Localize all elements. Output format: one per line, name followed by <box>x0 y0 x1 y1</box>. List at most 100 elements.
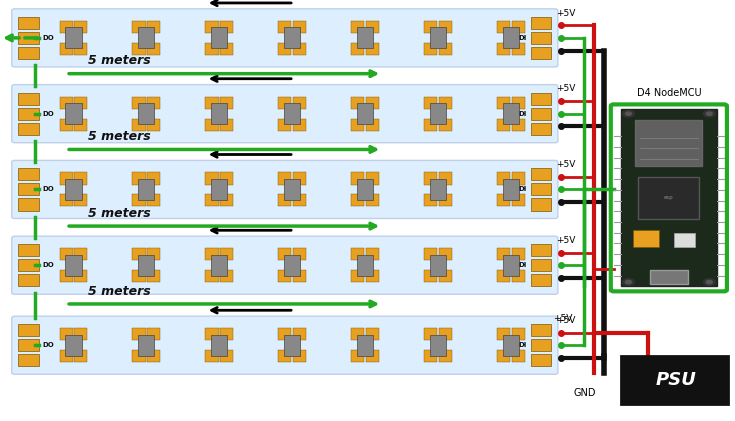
Bar <box>357 103 373 124</box>
Bar <box>673 233 695 248</box>
Bar <box>220 195 233 206</box>
Bar <box>147 270 160 282</box>
Bar <box>147 43 160 55</box>
Bar <box>439 97 452 109</box>
Bar <box>497 328 510 340</box>
Bar <box>512 43 525 55</box>
Bar <box>18 184 39 195</box>
Bar <box>439 43 452 55</box>
Bar <box>205 21 218 33</box>
Bar <box>18 198 39 210</box>
Bar <box>366 328 379 340</box>
Bar <box>74 270 87 282</box>
FancyBboxPatch shape <box>12 236 558 294</box>
Bar <box>205 43 218 55</box>
Bar <box>284 103 301 124</box>
Bar <box>132 350 146 362</box>
Bar <box>205 270 218 282</box>
Text: esp: esp <box>664 195 674 200</box>
Bar <box>638 177 700 219</box>
Bar <box>531 259 551 271</box>
Bar <box>65 103 82 124</box>
FancyBboxPatch shape <box>12 9 558 67</box>
Bar <box>439 195 452 206</box>
Bar <box>211 255 227 276</box>
Bar <box>293 21 306 33</box>
Bar <box>18 354 39 366</box>
Text: +5V: +5V <box>556 9 576 18</box>
Bar <box>430 179 446 200</box>
Bar <box>65 27 82 48</box>
Bar <box>497 21 510 33</box>
Bar <box>60 173 73 184</box>
Bar <box>18 168 39 181</box>
Bar <box>138 103 154 124</box>
Bar <box>439 119 452 131</box>
FancyBboxPatch shape <box>12 160 558 218</box>
Text: DO: DO <box>43 187 54 192</box>
Circle shape <box>703 110 715 117</box>
Text: DO: DO <box>43 111 54 117</box>
Bar <box>366 350 379 362</box>
Bar <box>279 97 292 109</box>
Bar <box>147 119 160 131</box>
Bar <box>293 328 306 340</box>
Bar <box>633 230 659 248</box>
Bar <box>497 173 510 184</box>
FancyBboxPatch shape <box>12 316 558 374</box>
Bar <box>531 184 551 195</box>
Bar <box>439 270 452 282</box>
Bar <box>205 248 218 260</box>
Bar <box>503 335 519 356</box>
Bar <box>138 255 154 276</box>
Bar <box>503 103 519 124</box>
Bar <box>293 119 306 131</box>
Text: DO: DO <box>43 35 54 41</box>
Bar <box>60 119 73 131</box>
Bar <box>351 270 365 282</box>
Text: DI: DI <box>519 111 527 117</box>
Bar <box>503 255 519 276</box>
Bar <box>357 255 373 276</box>
Bar <box>351 350 365 362</box>
Bar <box>424 328 437 340</box>
Bar <box>220 21 233 33</box>
Bar <box>512 97 525 109</box>
Text: +5V: +5V <box>556 316 576 325</box>
Bar <box>366 195 379 206</box>
Bar <box>18 32 39 44</box>
Bar <box>18 108 39 120</box>
Bar <box>351 328 365 340</box>
Bar <box>351 43 365 55</box>
Bar <box>279 119 292 131</box>
Bar <box>60 43 73 55</box>
Bar <box>132 328 146 340</box>
Bar <box>138 27 154 48</box>
Circle shape <box>706 112 712 115</box>
Bar <box>138 335 154 356</box>
Text: +5V: +5V <box>556 236 576 245</box>
Bar <box>65 335 82 356</box>
Bar <box>497 350 510 362</box>
Bar <box>284 27 301 48</box>
Bar <box>531 17 551 29</box>
Bar <box>132 97 146 109</box>
Circle shape <box>623 279 634 285</box>
Bar <box>531 108 551 120</box>
Bar <box>74 328 87 340</box>
Bar <box>497 248 510 260</box>
Bar <box>531 339 551 351</box>
Bar <box>424 119 437 131</box>
Bar <box>65 179 82 200</box>
Bar <box>512 21 525 33</box>
Bar <box>424 43 437 55</box>
Text: GND: GND <box>573 388 595 398</box>
Bar <box>531 32 551 44</box>
Bar <box>366 21 379 33</box>
Bar <box>74 97 87 109</box>
Bar <box>74 21 87 33</box>
Bar <box>74 350 87 362</box>
Bar <box>60 21 73 33</box>
Text: 5 meters: 5 meters <box>88 207 151 220</box>
Text: DO: DO <box>43 262 54 268</box>
